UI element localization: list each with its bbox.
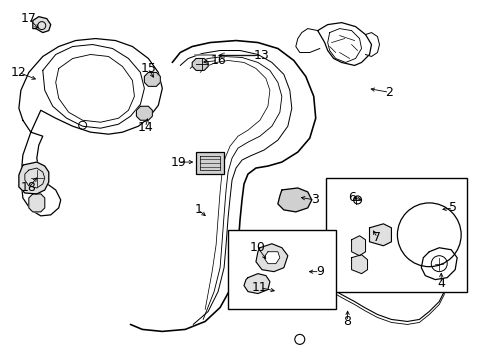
Polygon shape	[136, 106, 152, 120]
Polygon shape	[277, 188, 311, 212]
Text: 10: 10	[249, 241, 265, 254]
Polygon shape	[19, 162, 49, 194]
Polygon shape	[351, 236, 365, 256]
Text: 5: 5	[448, 201, 456, 215]
Text: 15: 15	[140, 62, 156, 75]
Polygon shape	[255, 244, 287, 272]
Text: 11: 11	[251, 281, 267, 294]
Bar	[325, 178, 466, 292]
Text: 2: 2	[385, 86, 392, 99]
Bar	[196, 152, 224, 174]
Text: 14: 14	[137, 121, 153, 134]
Polygon shape	[19, 39, 162, 216]
Text: 18: 18	[21, 181, 37, 194]
Text: 9: 9	[315, 265, 323, 278]
Text: 8: 8	[343, 315, 351, 328]
Polygon shape	[144, 72, 160, 86]
Text: 17: 17	[21, 12, 37, 25]
Polygon shape	[317, 23, 371, 66]
Polygon shape	[33, 17, 51, 32]
Text: 6: 6	[347, 192, 355, 204]
Text: 4: 4	[436, 277, 444, 290]
Text: 19: 19	[170, 156, 186, 168]
Text: 12: 12	[11, 66, 27, 79]
Text: 3: 3	[310, 193, 318, 206]
Polygon shape	[369, 224, 390, 246]
Text: 1: 1	[194, 203, 202, 216]
Bar	[227, 230, 335, 310]
Polygon shape	[421, 248, 456, 280]
Text: 7: 7	[373, 231, 381, 244]
Polygon shape	[192, 58, 208, 71]
Text: 13: 13	[254, 49, 269, 62]
Polygon shape	[29, 194, 45, 212]
Polygon shape	[264, 252, 279, 264]
Text: 16: 16	[210, 54, 225, 67]
Polygon shape	[244, 274, 269, 293]
Polygon shape	[351, 255, 367, 274]
